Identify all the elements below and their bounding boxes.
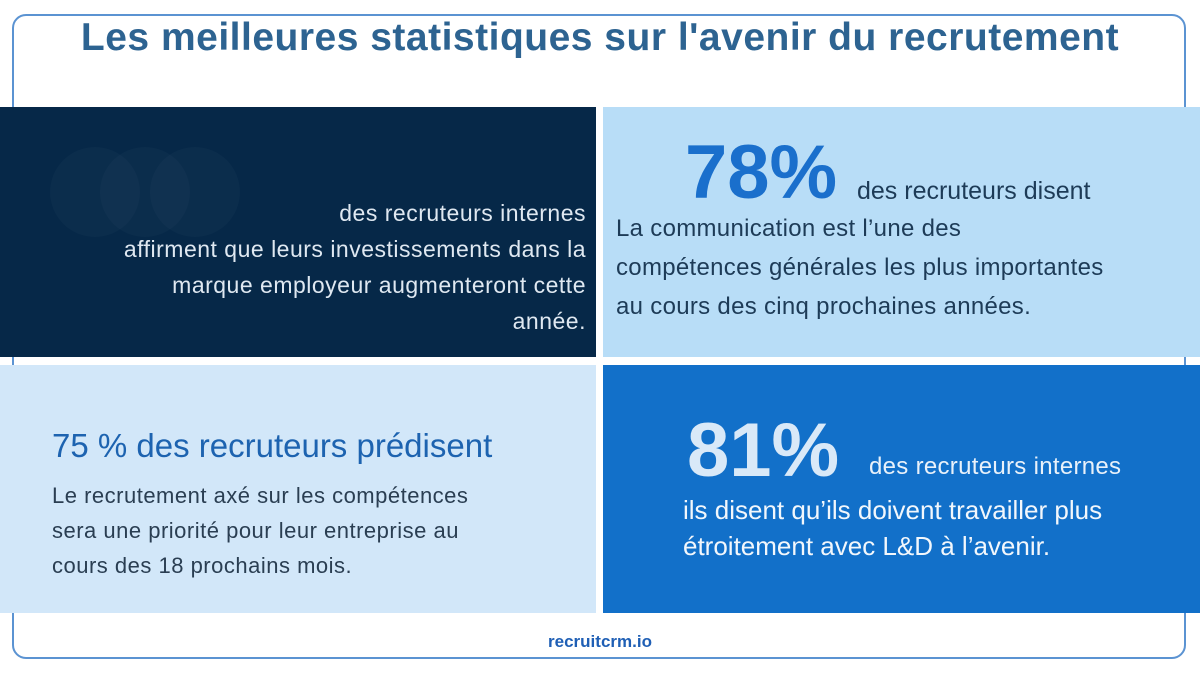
stat-heading: 75 % des recruteurs prédisent [52,427,493,464]
text-line: étroitement avec L&D à l’avenir. [683,531,1051,561]
stat-card-skills-hiring: 75 % des recruteurs prédisent Le recrute… [0,365,596,613]
stat-value: 81% [687,408,840,493]
text-line: au cours des cinq prochaines années. [616,293,1032,320]
stat-description: ils disent qu’ils doivent travailler plu… [683,492,1102,564]
stat-card-employer-brand: des recruteurs internes affirment que le… [0,107,596,357]
text-line: affirment que leurs investissements dans… [123,236,586,262]
stat-description: La communication est l’une des compétenc… [616,209,1104,326]
stat-subtitle: des recruteurs internes [869,453,1122,480]
footer-brand: recruitcrm.io [548,632,652,651]
text-line: marque employeur augmenteront cette [172,272,586,298]
text-line: compétences générales les plus important… [616,254,1104,281]
text-line: sera une priorité pour leur entreprise a… [52,518,459,543]
text-line: ils disent qu’ils doivent travailler plu… [683,495,1103,525]
text-line: année. [512,308,586,334]
stat-card-communication: 78% des recruteurs disent La communicati… [603,107,1200,357]
stat-card-learning-development: 81% des recruteurs internes ils disent q… [603,365,1200,613]
stat-value: 78% [685,130,838,215]
text-line: La communication est l’une des [616,215,962,242]
text-line: des recruteurs internes [339,200,586,226]
text-line: Le recrutement axé sur les compétences [52,483,469,508]
stat-subtitle: des recruteurs disent [857,177,1091,205]
page-title: Les meilleures statistiques sur l'avenir… [80,16,1120,59]
stat-description: des recruteurs internes affirment que le… [124,195,586,339]
text-line: cours des 18 prochains mois. [52,553,353,578]
stat-description: Le recrutement axé sur les compétences s… [52,478,468,583]
